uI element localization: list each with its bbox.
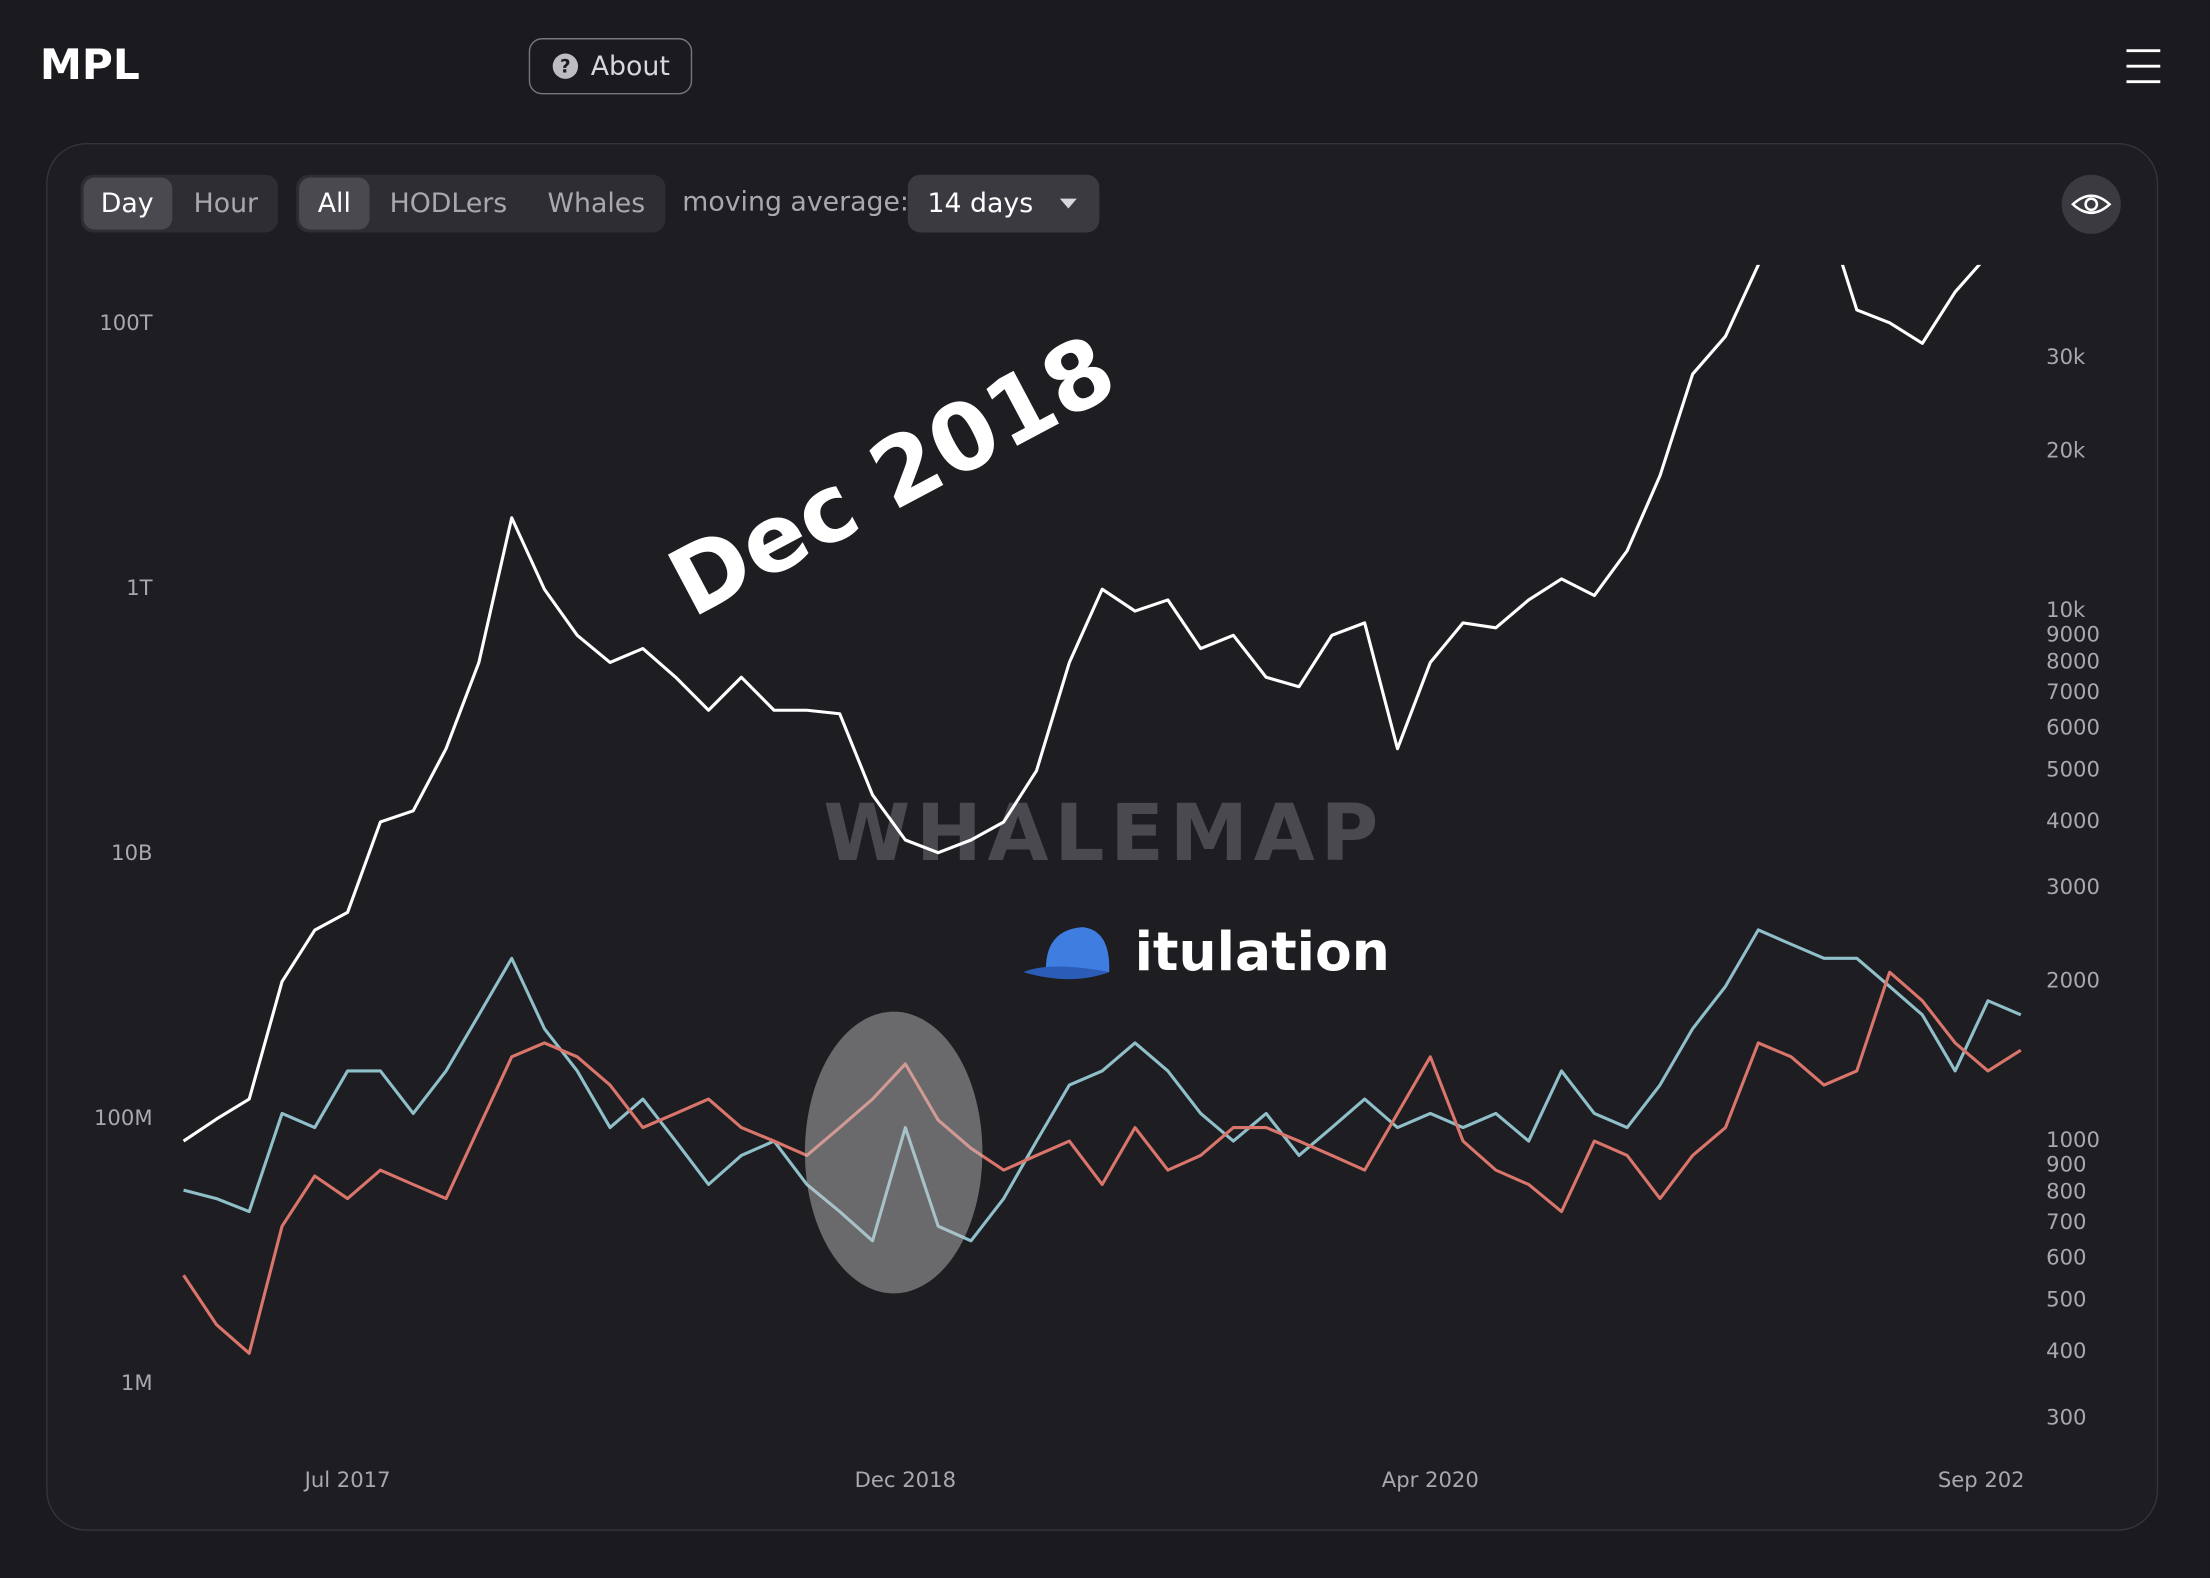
visibility-button[interactable] <box>2061 174 2121 234</box>
menu-icon[interactable] <box>2126 49 2161 84</box>
cohort-toggle <box>296 174 666 233</box>
series-line <box>182 264 1982 1143</box>
about-border <box>528 38 693 95</box>
highlight-ellipse <box>804 1011 983 1294</box>
toggle-option[interactable]: Whales <box>548 188 646 219</box>
help-icon <box>552 53 579 79</box>
series-line <box>182 970 2022 1355</box>
toggle-option[interactable]: Day <box>101 188 154 219</box>
caption: itulation <box>1135 920 1390 983</box>
y2ticks-label: 1000 <box>2046 1127 2100 1152</box>
y2ticks-label: 800 <box>2046 1178 2086 1203</box>
y2ticks-label: 6000 <box>2046 715 2100 740</box>
x-tick-label: Jul 2017 <box>303 1467 391 1492</box>
y2ticks-label: 600 <box>2046 1245 2086 1270</box>
y2ticks-label: 9000 <box>2046 621 2100 646</box>
yticks-label: 100T <box>99 310 152 335</box>
y2ticks-label: 30k <box>2046 344 2086 369</box>
y2ticks-label: 2000 <box>2046 968 2100 993</box>
y2ticks-label: 500 <box>2046 1287 2086 1312</box>
plot <box>182 264 2022 1355</box>
y2ticks-label: 10k <box>2046 597 2086 622</box>
y2ticks-label: 5000 <box>2046 757 2100 782</box>
yticks-label: 10B <box>111 840 152 865</box>
y2ticks-label: 20k <box>2046 438 2086 463</box>
y2ticks-label: 300 <box>2046 1404 2086 1429</box>
about-button[interactable]: ? About <box>528 38 693 95</box>
yticks-label: 100M <box>94 1105 153 1130</box>
x-tick-label: Sep 2021 <box>1938 1467 2038 1492</box>
eye-pupil <box>2084 197 2099 212</box>
toggle-option[interactable]: All <box>318 188 351 219</box>
watermark: WHALEMAP <box>823 787 1384 879</box>
y2ticks-label: 900 <box>2046 1151 2086 1176</box>
moving-average-select[interactable]: 14 days <box>907 174 1100 233</box>
y2ticks-label: 3000 <box>2046 874 2100 899</box>
y2ticks-label: 8000 <box>2046 648 2100 673</box>
help-icon-glyph: ? <box>560 57 571 78</box>
toggle-active <box>299 177 370 230</box>
eye-bg <box>2061 174 2121 234</box>
select-value: 14 days <box>927 188 1033 219</box>
logo[interactable]: MPL <box>40 40 140 89</box>
y2ticks-label: 400 <box>2046 1338 2086 1363</box>
toggle-option[interactable]: Hour <box>194 188 258 219</box>
series-line <box>183 928 2022 1243</box>
about-label: About <box>591 51 670 82</box>
toggle-option[interactable]: HODLers <box>390 188 508 219</box>
yticks-label: 1T <box>126 575 152 600</box>
toggle-active <box>83 177 173 230</box>
eye-icon <box>2071 194 2112 215</box>
x-axis: Jul 2017 Dec 2018 Apr 2020 Sep 2021 <box>303 1467 2038 1492</box>
chart-card <box>46 143 2159 1531</box>
moving-average-label: moving average: <box>682 186 909 217</box>
select-box <box>907 174 1100 233</box>
cap-icon <box>1023 927 1110 980</box>
y2ticks-label: 4000 <box>2046 808 2100 833</box>
x-tick-label: Apr 2020 <box>1382 1467 1479 1492</box>
y2ticks-label: 700 <box>2046 1209 2086 1234</box>
x-tick-label: Dec 2018 <box>855 1467 956 1492</box>
y2ticks-label: 7000 <box>2046 679 2100 704</box>
select-arrow <box>1059 198 1077 209</box>
yticks-label: 1M <box>121 1370 153 1395</box>
